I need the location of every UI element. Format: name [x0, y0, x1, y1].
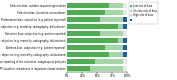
- Bar: [100, 17, 123, 22]
- Bar: [100, 31, 123, 36]
- Bar: [123, 66, 127, 71]
- Bar: [123, 3, 127, 8]
- Bar: [109, 3, 123, 8]
- Bar: [105, 45, 123, 50]
- Bar: [123, 31, 127, 36]
- Bar: [67, 66, 90, 71]
- Bar: [118, 38, 123, 43]
- Bar: [123, 17, 127, 22]
- Bar: [67, 45, 105, 50]
- Bar: [95, 59, 123, 64]
- Bar: [109, 52, 123, 57]
- Bar: [123, 24, 127, 29]
- Bar: [90, 66, 123, 71]
- Bar: [67, 38, 118, 43]
- Bar: [118, 24, 123, 29]
- Bar: [67, 52, 109, 57]
- Bar: [123, 45, 127, 50]
- Bar: [67, 10, 105, 15]
- Legend: Low risk of bias, Unclear risk of bias, High risk of bias, : Low risk of bias, Unclear risk of bias, …: [129, 2, 158, 24]
- Bar: [67, 59, 95, 64]
- Bar: [67, 31, 100, 36]
- Bar: [105, 10, 123, 15]
- Bar: [123, 38, 127, 43]
- Bar: [67, 3, 109, 8]
- Bar: [67, 17, 100, 22]
- Bar: [123, 10, 127, 15]
- Bar: [123, 52, 127, 57]
- Bar: [123, 59, 127, 64]
- Bar: [67, 24, 118, 29]
